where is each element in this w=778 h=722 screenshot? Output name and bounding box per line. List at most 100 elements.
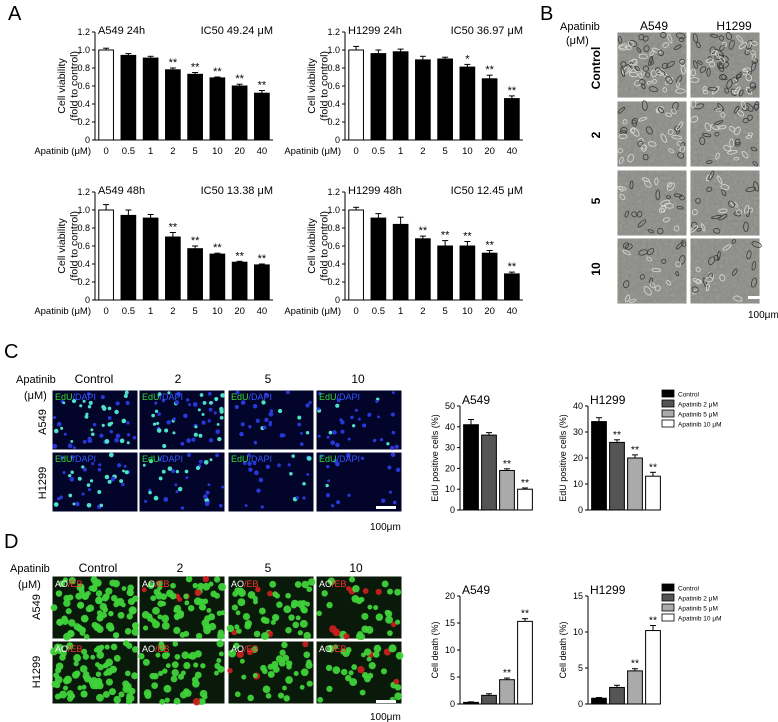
cell-mark (745, 74, 753, 82)
cell-mark (367, 604, 373, 610)
nucleus-mark (90, 428, 94, 432)
panel-c-header: Apatinib (16, 374, 56, 386)
panel-d-header: Apatinib (10, 563, 50, 575)
cell-mark (332, 628, 341, 637)
nucleus-mark (60, 455, 65, 460)
x-tick-label: 40 (507, 306, 518, 317)
cell-mark (724, 87, 729, 94)
cell-mark (671, 135, 683, 140)
cell-mark (675, 241, 684, 250)
cell-mark (174, 654, 181, 660)
bar (348, 209, 364, 301)
y-tick-label: 0 (578, 699, 583, 709)
nucleus-mark (388, 490, 393, 494)
cell-mark (149, 672, 156, 680)
cell-mark (122, 680, 130, 688)
nucleus-mark (119, 479, 124, 484)
cell-mark (214, 592, 221, 599)
cell-mark (736, 35, 744, 43)
nucleus-mark (81, 492, 85, 496)
bar (120, 54, 137, 141)
legend-swatch (661, 593, 675, 602)
cell-mark (252, 673, 258, 679)
bar (463, 424, 479, 511)
nucleus-mark (107, 406, 112, 411)
cell-mark (124, 670, 131, 677)
cell-mark (206, 607, 212, 613)
cell-mark (674, 125, 681, 132)
cell-mark (718, 208, 728, 214)
cell-mark (193, 597, 202, 606)
cell-mark (59, 690, 68, 699)
nucleus-mark (268, 411, 274, 417)
cell-mark (247, 649, 254, 656)
nucleus-mark (89, 479, 94, 483)
cell-mark (161, 614, 170, 623)
cell-mark (276, 601, 283, 608)
cell-mark (62, 685, 69, 691)
cell-mark (638, 33, 645, 41)
y-tick-label: 0 (335, 295, 340, 305)
nucleus-mark (108, 452, 114, 458)
cell-mark (180, 670, 186, 676)
cell-mark (751, 41, 758, 46)
cell-mark (247, 591, 256, 599)
nucleus-mark (81, 465, 85, 469)
legend-edu: Control Apatinib 2 μM Apatinib 5 μM Apatini… (661, 389, 722, 429)
nucleus-mark (70, 439, 74, 443)
bar (481, 252, 498, 301)
stain-label: AO/EB (142, 579, 170, 589)
y-tick-label: 20 (445, 463, 455, 473)
cell-mark (639, 78, 646, 85)
nucleus-mark (185, 476, 189, 480)
panel-c-row-h1299: H1299 (37, 467, 49, 499)
cell-mark (675, 271, 680, 277)
nucleus-mark (79, 404, 83, 408)
nucleus-mark (109, 429, 114, 434)
nucleus-mark (187, 453, 192, 457)
cell-mark (719, 45, 725, 52)
cell-mark (177, 596, 183, 602)
cell-mark (720, 184, 730, 190)
bar (517, 488, 533, 511)
cell-mark (657, 50, 665, 56)
cell-mark (627, 66, 633, 73)
cell-mark (171, 661, 179, 669)
nucleus-mark (328, 430, 333, 435)
cell-mark (163, 684, 172, 693)
nucleus-mark (302, 496, 306, 500)
cell-mark (699, 66, 707, 73)
cell-mark (708, 272, 713, 279)
nucleus-mark (351, 424, 356, 428)
nucleus-mark (166, 420, 171, 425)
cell-mark (691, 221, 698, 229)
y-tick-label: 0.8 (77, 223, 90, 233)
cell-mark (728, 200, 736, 208)
cell-mark (128, 606, 137, 615)
nucleus-mark (157, 412, 161, 416)
nucleus-mark (335, 500, 341, 505)
panel-d-col-2: 2 (177, 561, 184, 575)
y-tick-label: 1.2 (327, 27, 340, 37)
nucleus-mark (197, 408, 201, 412)
cell-mark (267, 670, 275, 678)
y-tick-label: 0.2 (77, 117, 90, 127)
legend-label: Apatinib 10 μM (678, 422, 722, 429)
y-axis-label: Cell death (%) (558, 621, 568, 678)
nucleus-mark (264, 417, 269, 422)
x-tick-label: 1 (148, 306, 153, 317)
cell-mark (216, 610, 222, 616)
nucleus-mark (87, 488, 92, 492)
panel-c-col-control: Control (75, 372, 114, 386)
bar (142, 57, 159, 141)
nucleus-mark (75, 501, 80, 506)
cell-mark (694, 103, 705, 110)
cell-mark (142, 658, 150, 666)
nucleus-mark (53, 502, 59, 507)
cell-mark (751, 261, 757, 271)
y-tick-label: 0 (335, 135, 340, 145)
nucleus-mark (82, 399, 86, 403)
cell-mark (282, 685, 287, 691)
significance-mark: ** (169, 222, 178, 234)
cell-mark (705, 283, 710, 292)
